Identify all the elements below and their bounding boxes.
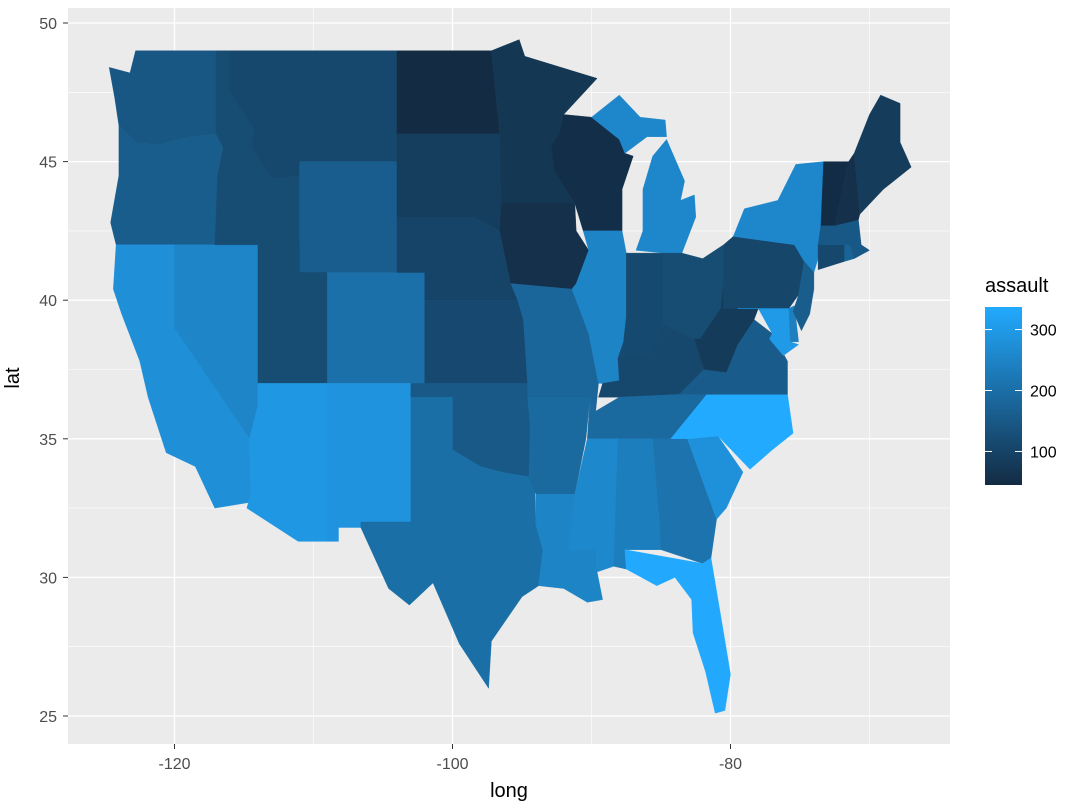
state-new-jersey (792, 260, 815, 332)
state-florida (624, 549, 731, 714)
state-new-hampshire (834, 152, 861, 226)
state-wyoming (299, 161, 398, 273)
state-oregon (110, 125, 224, 246)
state-kansas (424, 300, 528, 384)
legend-title: assault (985, 275, 1049, 297)
state-texas (360, 397, 544, 689)
state-michigan (591, 94, 667, 154)
state-pennsylvania (723, 236, 805, 309)
state-iowa (499, 202, 589, 290)
x-tick-label: -100 (436, 756, 468, 773)
legend-colorbar (985, 307, 1022, 485)
legend: assault 100 200 300 (985, 275, 1057, 485)
axis-ticks: -120 -100 -80 25 30 35 40 45 50 (39, 16, 742, 773)
state-delaware (788, 305, 799, 342)
legend-break-label: 100 (1030, 444, 1057, 461)
y-tick-label: 25 (39, 709, 57, 726)
x-tick-label: -80 (719, 756, 742, 773)
y-tick-label: 45 (39, 155, 57, 172)
y-tick-label: 35 (39, 432, 57, 449)
state-massachusetts (817, 219, 870, 259)
y-tick-label: 50 (39, 16, 57, 33)
y-tick-label: 30 (39, 570, 57, 587)
state-polygons (108, 39, 912, 714)
x-axis-title: long (490, 780, 528, 802)
state-colorado (327, 272, 425, 384)
state-maine (853, 94, 912, 215)
state-north-dakota (396, 50, 501, 135)
legend-break-label: 200 (1030, 384, 1057, 401)
state-south-dakota (396, 133, 502, 232)
state-new-mexico (327, 383, 411, 542)
legend-break-label: 300 (1030, 323, 1057, 340)
x-tick-label: -120 (158, 756, 190, 773)
state-alabama (613, 438, 662, 570)
y-tick-label: 40 (39, 293, 57, 310)
y-axis-title: lat (2, 367, 24, 389)
state-mississippi (569, 438, 619, 573)
